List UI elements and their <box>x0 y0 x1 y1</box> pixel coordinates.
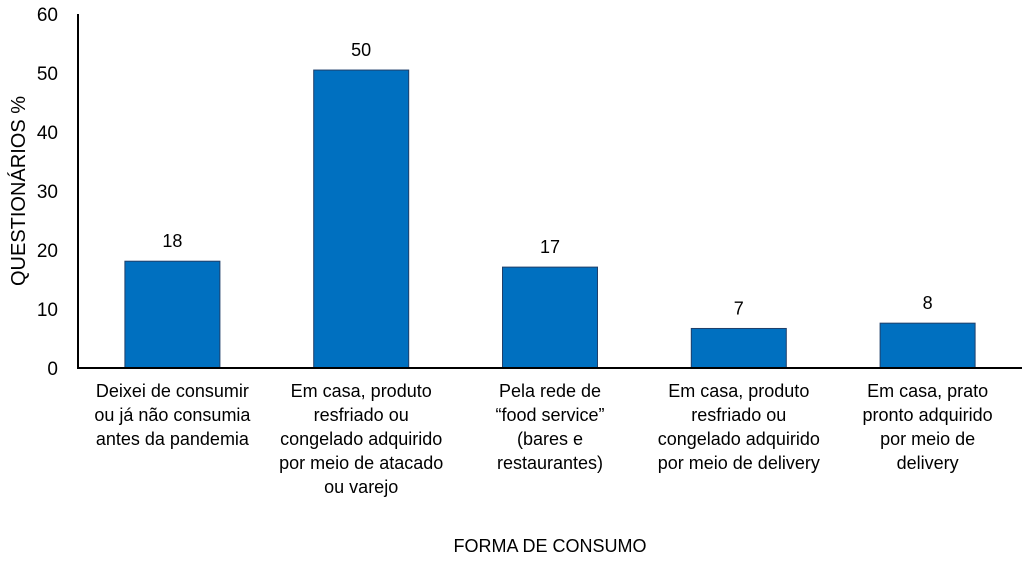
category-label: congelado adquirido <box>280 429 442 449</box>
category-label: Em casa, produto <box>668 381 809 401</box>
y-tick-label: 0 <box>47 359 58 380</box>
category-label: Pela rede de <box>499 381 601 401</box>
bar <box>313 69 410 369</box>
category-label: resfriado ou <box>314 405 409 425</box>
data-label: 18 <box>162 231 182 251</box>
y-axis-title: QUESTIONÁRIOS % <box>7 96 30 286</box>
y-tick-label: 30 <box>37 182 58 203</box>
category-label: por meio de <box>880 429 975 449</box>
category-label: (bares e <box>517 429 583 449</box>
category-label: pronto adquirido <box>863 405 993 425</box>
category-label: restaurantes) <box>497 453 603 473</box>
category-label: ou já não consumia <box>94 405 251 425</box>
category-label: antes da pandemia <box>96 429 250 449</box>
bar <box>502 266 598 369</box>
data-label: 17 <box>540 237 560 257</box>
category-label: resfriado ou <box>691 405 786 425</box>
category-label: delivery <box>897 453 959 473</box>
category-label: congelado adquirido <box>658 429 820 449</box>
category-label: ou varejo <box>324 477 398 497</box>
y-tick-label: 50 <box>37 64 58 85</box>
category-label: Em casa, produto <box>291 381 432 401</box>
data-label: 7 <box>734 298 744 318</box>
y-tick-label: 10 <box>37 300 58 321</box>
category-label: Deixei de consumir <box>96 381 249 401</box>
category-label: “food service” <box>495 405 604 425</box>
data-label: 8 <box>923 293 933 313</box>
y-tick-label: 20 <box>37 241 58 262</box>
category-label: por meio de delivery <box>658 453 820 473</box>
category-label: Em casa, prato <box>867 381 988 401</box>
y-tick-label: 60 <box>37 5 58 26</box>
bar <box>124 260 221 369</box>
x-axis-title: FORMA DE CONSUMO <box>453 536 646 556</box>
data-label: 50 <box>351 40 371 60</box>
y-tick-label: 40 <box>37 123 58 144</box>
category-label: por meio de atacado <box>279 453 443 473</box>
bar <box>690 327 787 369</box>
bar <box>879 322 976 369</box>
